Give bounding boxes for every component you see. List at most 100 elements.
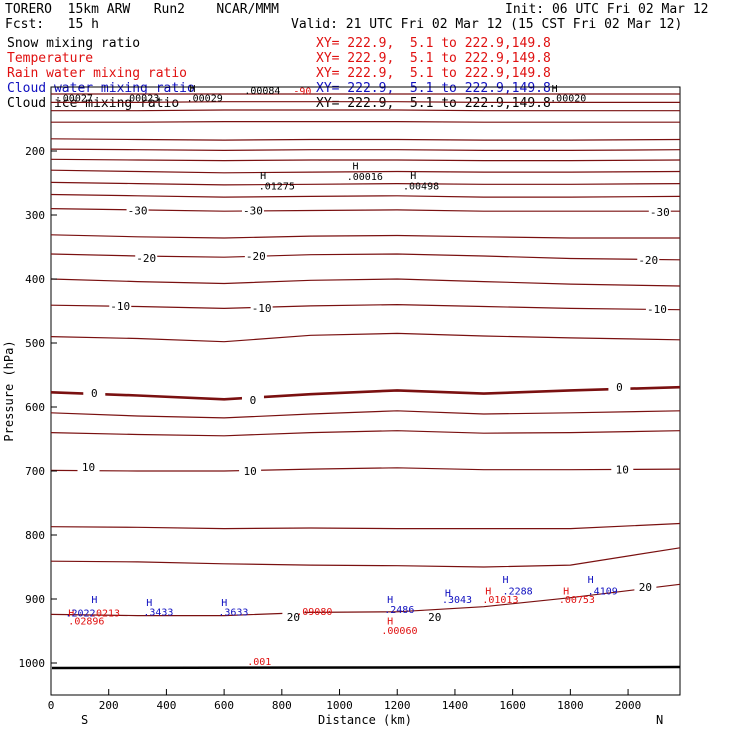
legend-top-xy: XY= 222.9, 5.1 to 222.9,149.8 [316,36,551,51]
y-tick-label: 800 [25,529,45,542]
hydrometeor-label: H [410,171,416,182]
hydrometeor-label: .3633 [218,608,248,619]
isotherm-label: 20 [428,611,441,624]
x-axis-title: Distance (km) [318,713,412,727]
legend-cloud-water: Cloud water mixing ratio [7,81,195,96]
isotherm-label-bg [244,249,267,262]
isotherm-label-bg [239,465,262,477]
isotherm-label-bg [126,204,149,217]
hydrometeor-label: .00498 [403,181,439,192]
header-fcst: Fcst: 15 h [5,17,99,32]
header-valid: Valid: 21 UTC Fri 02 Mar 12 (15 CST Fri … [291,17,683,32]
hydrometeor-label: .3043 [442,595,472,606]
hydrometeor-label: .09080 [296,607,332,618]
isotherm-label-bg [282,610,305,623]
hydrometeor-label: H [353,162,359,173]
hydrometeor-label: .3433 [143,608,173,619]
x-tick-label: 200 [99,699,119,712]
x-tick-label: 400 [156,699,176,712]
north-end-label: N [656,713,663,727]
isotherm-label: -20 [638,254,658,267]
isotherm-label-bg [241,204,264,217]
isotherm-line [50,522,681,530]
hydrometeor-label: H [552,84,558,95]
isotherm-label: -30 [243,205,263,218]
isotherm-line [50,158,681,162]
isotherm-label-bg [135,251,158,264]
legend-temperature: Temperature [7,51,94,66]
isotherm-line [50,385,681,401]
hydrometeor-label: .00023 [123,94,159,105]
legend-cloud-ice-xy: XY= 222.9, 5.1 to 222.9,149.8 [316,96,551,111]
isotherm-line [50,138,681,141]
hydrometeor-label: H [588,575,594,586]
isotherm-label: 10 [243,465,256,478]
y-axis-title: Pressure (hPa) [2,340,16,441]
isotherm-label: 20 [639,581,652,594]
x-tick-label: 2000 [615,699,642,712]
isotherm-label-bg [423,610,446,623]
isotherm-line [50,234,680,239]
hydrometeor-label: -90 [293,87,311,98]
isotherm-line [51,101,680,104]
hydrometeor-label: .00027 [57,94,93,105]
hydrometeor-label: H [485,587,491,598]
hydrometeor-label: .00029 [187,94,223,105]
isotherm-line [50,583,681,617]
x-tick-label: 1600 [499,699,526,712]
isotherm-line [50,181,681,186]
isotherm-label: -10 [647,303,667,316]
hydrometeor-label: .2486 [384,605,414,616]
hydrometeor-label: .01275 [259,181,295,192]
isotherm-line [50,278,681,287]
isotherm-line [50,303,681,311]
isotherm-label: -20 [246,250,266,263]
isotherm-label: -10 [252,302,272,315]
legend-cloud-water-xy: XY= 222.9, 5.1 to 222.9,149.8 [316,81,551,96]
isotherm-line [50,148,681,152]
isotherm-label: 0 [250,394,257,407]
hydrometeor-label: .02896 [68,617,104,628]
hydrometeor-label: H [68,608,74,619]
plot-frame [50,86,681,696]
hydrometeor-label: H [445,588,451,599]
header-title-left: TORERO 15km ARW Run2 NCAR/MMM [5,2,279,17]
legend-rain: Rain water mixing ratio [7,66,188,81]
isotherm-line [50,208,680,212]
hydrometeor-label: .00060 [381,626,417,637]
hydrometeor-label: .4109 [588,587,618,598]
hydrometeor-label: .0213 [90,608,120,619]
legend-snow: Snow mixing ratio [7,36,141,51]
isotherm-line [51,120,680,123]
hydrometeor-label: .00753 [559,595,595,606]
x-tick-label: 1000 [326,699,353,712]
hydrometeor-label: H [221,598,227,609]
isotherm-line [50,547,681,568]
hydrometeor-label: H [387,617,393,628]
y-tick-label: 300 [25,209,45,222]
isotherm-label-bg [77,461,100,474]
isotherm-label: -20 [136,252,156,265]
south-end-label: S [81,713,88,727]
hydrometeor-label: H [387,595,393,606]
hydrometeor-label: .2288 [503,587,533,598]
isotherm-line [50,169,681,174]
y-tick-label: 900 [25,593,45,606]
hydrometeor-label: .00084 [244,86,280,97]
hydrometeor-label: .00016 [347,172,383,183]
hydrometeor-label: H [503,575,509,586]
legend-temperature-xy: XY= 222.9, 5.1 to 222.9,149.8 [316,51,551,66]
hydrometeor-label: H [189,84,195,95]
isotherm-line [51,109,680,112]
x-tick-label: 800 [272,699,292,712]
hydrometeor-label: H [563,587,569,598]
isotherm-line [50,332,681,343]
isotherm-label-bg [645,303,668,316]
hydrometeor-label: .00020 [550,94,586,105]
isotherm-label-bg [634,580,657,593]
legend-cloud-ice: Cloud ice mixing ratio [7,96,180,111]
isotherm-label-bg [608,381,631,394]
isotherm-label-bg [648,205,671,218]
isotherm-label-bg [250,301,273,314]
